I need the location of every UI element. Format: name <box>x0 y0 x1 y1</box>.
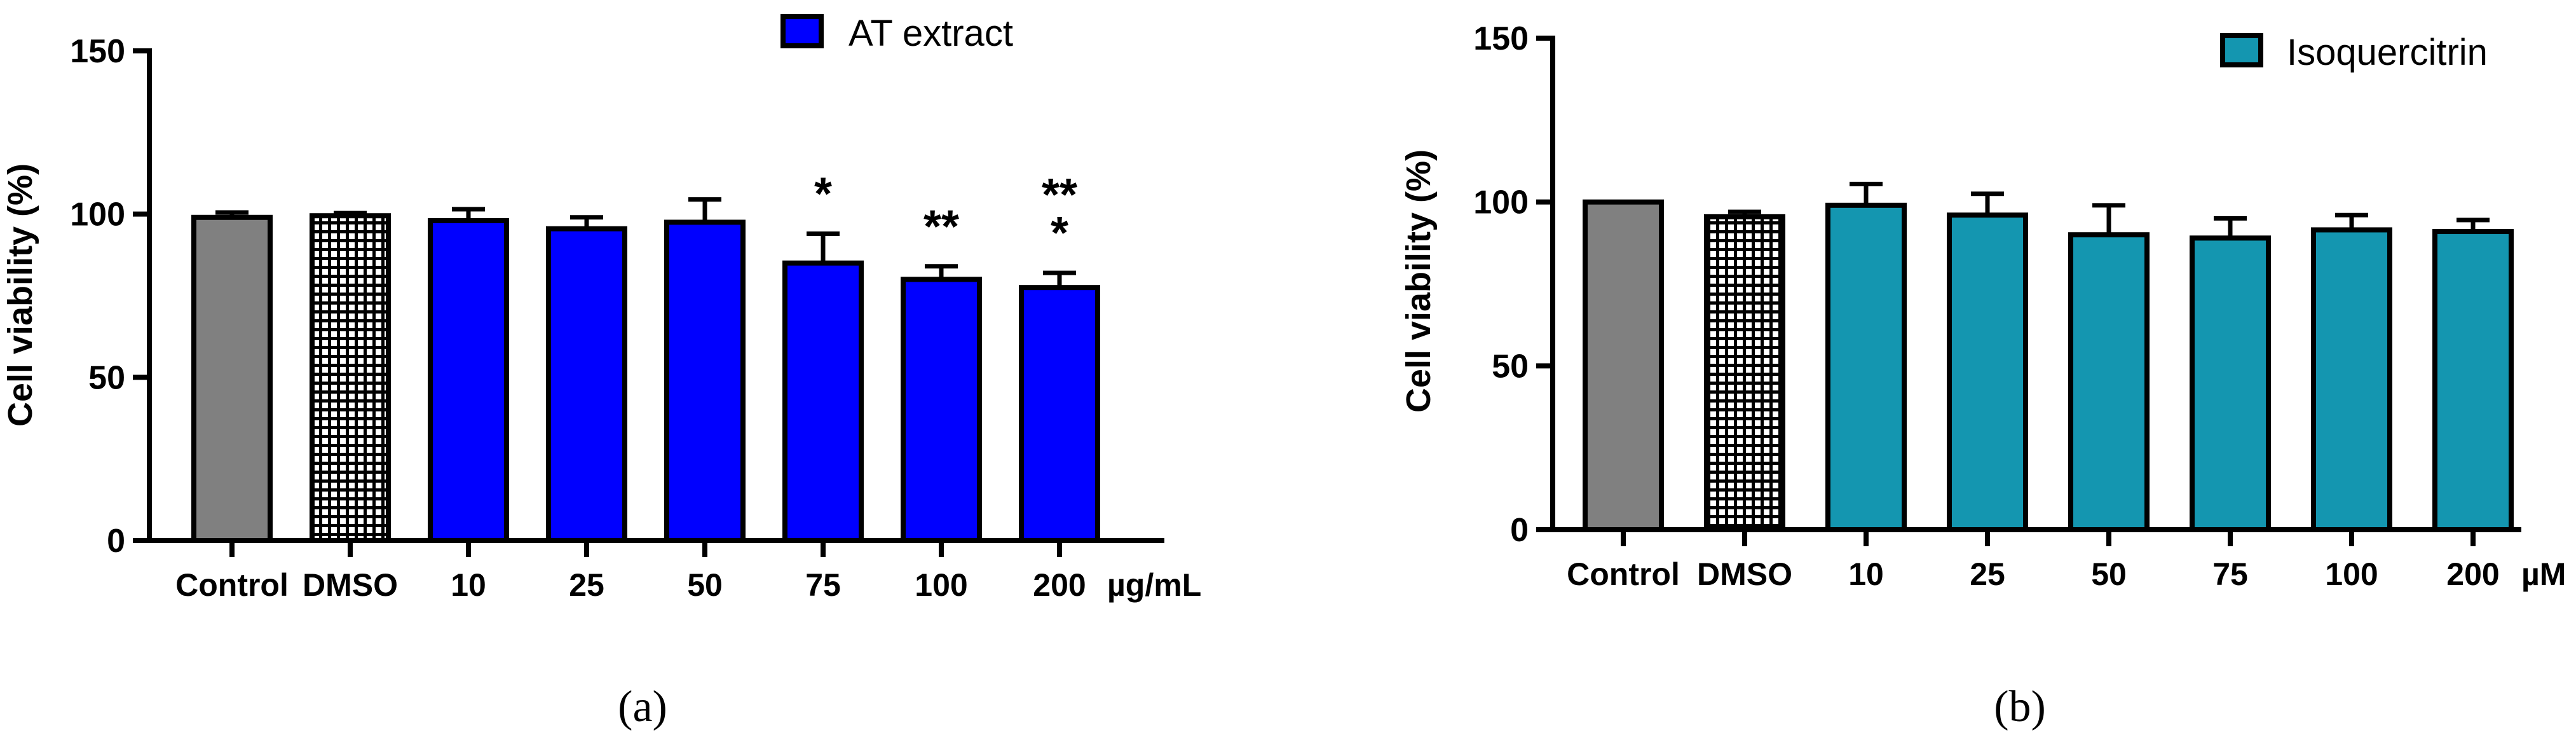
panel-a-bar-control <box>191 214 273 543</box>
panel-a-x-tick-label: DMSO <box>303 567 398 603</box>
panel-b-y-tick-label: 50 <box>1492 348 1529 385</box>
panel-b-y-axis: 0 50 100 150 <box>1473 20 1555 549</box>
panel-b-caption: (b) <box>1994 682 2046 731</box>
panel-b-x-tick-label: 75 <box>2212 556 2248 592</box>
panel-a-y-axis: 0 50 100 150 <box>70 33 152 560</box>
panel-b-x-tick-label: 100 <box>2325 556 2378 592</box>
panel-a-significance-marker: * <box>814 169 832 219</box>
panel-b-bar-control <box>1583 199 1664 532</box>
panel-a-tick-labels: Control DMSO 10 25 50 75 100 200 <box>175 567 1086 603</box>
panel-a-legend-swatch <box>780 14 824 48</box>
panel-b-tick-labels: Control DMSO 10 25 50 75 100 200 <box>1567 556 2500 592</box>
panel-b-x-tick-label: 25 <box>1970 556 2005 592</box>
panel-b-bar-25 <box>1947 212 2028 532</box>
panel-a-y-tick-label: 50 <box>88 359 125 396</box>
panel-a-bars <box>191 213 1100 543</box>
panel-a-x-tick-label: 25 <box>569 567 604 603</box>
panel-b-y-axis-label: Cell viability (%) <box>1400 149 1438 413</box>
panel-b-bar-50 <box>2068 232 2150 532</box>
panel-b-y-tick-label: 0 <box>1510 512 1529 549</box>
panel-b-unit-label: µM <box>2521 556 2566 592</box>
panel-a-x-tick-label: 75 <box>805 567 841 603</box>
panel-a-x-tick-label: 100 <box>915 567 967 603</box>
panel-b-y-tick-label: 100 <box>1473 184 1529 221</box>
panel-a-bar-75 <box>782 260 864 543</box>
panel-a-bar-10 <box>428 217 509 543</box>
panel-b-bar-200 <box>2432 229 2514 532</box>
panel-a-y-tick-label: 150 <box>70 33 125 70</box>
panel-a-error-bars <box>215 197 1076 288</box>
panel-b-bar-75 <box>2190 235 2271 532</box>
panel-b-legend: Isoquercitrin <box>2220 32 2488 73</box>
panel-b-legend-label: Isoquercitrin <box>2287 32 2488 73</box>
panel-a-bar-50 <box>664 219 746 543</box>
panel-a-x-tick-label: 50 <box>687 567 723 603</box>
panel-b-bar-dmso <box>1704 214 1785 532</box>
panel-b-chart: 0 50 100 150 Control DMSO 10 25 50 75 100 200 Cell… <box>1400 20 2566 731</box>
panel-b-error-bars <box>1728 181 2490 238</box>
panel-a-x-tick-label: 200 <box>1033 567 1086 603</box>
panel-b-legend-swatch <box>2220 33 2263 67</box>
panel-a-annotations: ***** * <box>814 169 1077 259</box>
panel-a-y-tick-label: 100 <box>70 196 125 233</box>
panel-a-legend: AT extract <box>780 13 1013 54</box>
panel-b-bar-100 <box>2311 227 2392 532</box>
panel-a-x-axis <box>147 538 1164 557</box>
panel-a-caption: (a) <box>618 682 667 731</box>
panel-a-y-axis-label: Cell viability (%) <box>1 163 39 427</box>
panel-a-unit-label: µg/mL <box>1107 567 1201 603</box>
panel-b-x-tick-label: 10 <box>1848 556 1884 592</box>
panel-a-x-tick-label: Control <box>175 567 289 603</box>
panel-a-legend-label: AT extract <box>848 13 1013 54</box>
panel-a-y-tick-label: 0 <box>107 523 125 560</box>
panel-a-bar-dmso <box>310 213 391 543</box>
panel-a-x-tick-label: 10 <box>451 567 486 603</box>
panel-b-y-tick-label: 150 <box>1473 20 1529 57</box>
panel-b-x-tick-label: 200 <box>2446 556 2499 592</box>
panel-a-bar-200 <box>1019 285 1100 543</box>
panel-b-x-tick-label: 50 <box>2091 556 2127 592</box>
panel-a-bar-100 <box>901 277 982 543</box>
panel-b-bars <box>1583 199 2514 532</box>
panel-b-x-tick-label: DMSO <box>1697 556 1792 592</box>
panel-a-significance-marker: ** <box>923 202 959 252</box>
panel-b-x-tick-label: Control <box>1567 556 1680 592</box>
panel-b-bar-10 <box>1825 202 1907 532</box>
panel-a-bar-25 <box>546 226 627 543</box>
panel-a-significance-marker: ** * <box>1042 170 1077 259</box>
